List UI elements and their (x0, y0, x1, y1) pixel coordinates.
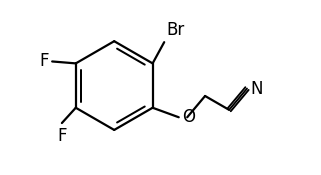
Text: N: N (251, 80, 263, 98)
Text: F: F (39, 52, 49, 71)
Text: O: O (182, 108, 195, 126)
Text: Br: Br (166, 22, 184, 40)
Text: F: F (57, 127, 67, 145)
